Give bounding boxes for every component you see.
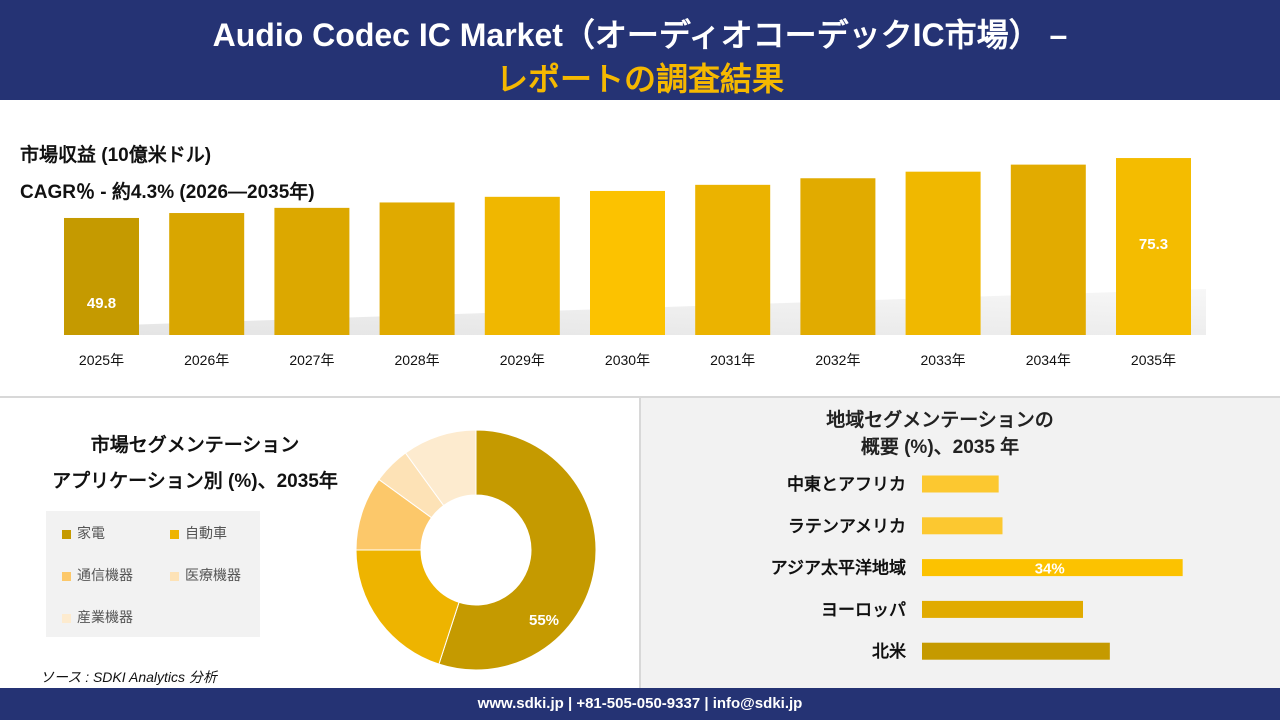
- application-donut-chart: 55%: [355, 429, 597, 671]
- revenue-bar-0: [64, 217, 139, 335]
- revenue-data-label: 75.3: [1139, 236, 1168, 253]
- legend-label: 産業機器: [77, 609, 133, 625]
- region-panel: [641, 398, 1280, 688]
- horizontal-divider: [0, 396, 1280, 398]
- year-tick-label: 2034年: [1026, 352, 1071, 368]
- region-label: ヨーロッパ: [821, 600, 906, 619]
- title-line-2: レポートの調査結果: [495, 61, 784, 97]
- legend-label: 通信機器: [77, 567, 133, 583]
- region-data-label: 34%: [1035, 561, 1065, 578]
- legend-item: 医療機器: [170, 565, 241, 585]
- year-tick-label: 2032年: [815, 352, 860, 368]
- year-tick-label: 2030年: [605, 352, 650, 368]
- donut-slice-1: [355, 549, 460, 665]
- revenue-bar-10: [1116, 158, 1191, 335]
- region-bar-3: [922, 600, 1083, 618]
- legend-swatch: [62, 571, 71, 581]
- legend-swatch: [62, 613, 71, 623]
- region-bar-0: [922, 475, 999, 493]
- legend-item: 自動車: [170, 523, 227, 543]
- region-bar-2: [922, 559, 1183, 577]
- legend-swatch: [170, 571, 179, 581]
- region-title-line-2: 概要 (%)、2035 年: [860, 437, 1020, 458]
- source-note: ソース : SDKI Analytics 分析: [40, 669, 217, 685]
- donut-legend: 家電 自動車通信機器 医療機器産業機器: [46, 511, 260, 637]
- region-title-line-1: 地域セグメンテーションの: [826, 410, 1054, 431]
- year-tick-label: 2025年: [79, 352, 124, 368]
- region-label: 中東とアフリカ: [787, 474, 906, 494]
- year-tick-label: 2033年: [921, 352, 966, 368]
- revenue-bar-4: [484, 196, 560, 335]
- vertical-divider: [639, 398, 641, 688]
- segment-title-line-1: 市場セグメンテーション: [90, 435, 300, 456]
- header-banner: Audio Codec IC Market（オーディオコーデックIC市場） – …: [0, 0, 1280, 100]
- legend-item: 家電: [62, 523, 105, 543]
- region-bar-4: [922, 642, 1110, 660]
- segment-title-line-2: アプリケーション別 (%)、2035年: [52, 471, 338, 492]
- region-label: 北米: [872, 641, 907, 661]
- revenue-label: 市場収益 (10億米ドル): [20, 145, 212, 166]
- revenue-bar-5: [590, 190, 665, 335]
- legend-swatch: [170, 529, 179, 539]
- donut-slice-4: [404, 429, 477, 507]
- legend-label: 自動車: [185, 525, 227, 541]
- legend-label: 家電: [77, 525, 105, 541]
- cagr-label: CAGR％ - 約4.3% (2026―2035年): [20, 182, 315, 203]
- revenue-data-label: 49.8: [87, 295, 116, 312]
- year-tick-label: 2027年: [289, 352, 334, 368]
- revenue-bar-chart: 2025年 49.8 2026年 2027年 2028年 2029年 2030年 2031年 2…: [64, 158, 1206, 368]
- legend-label: 医療機器: [185, 567, 241, 583]
- revenue-bar-7: [800, 178, 876, 335]
- region-label: ラテンアメリカ: [788, 517, 906, 536]
- donut-slice-0: [438, 429, 597, 671]
- year-tick-label: 2028年: [395, 352, 440, 368]
- footer-contact: www.sdki.jp | +81-505-050-9337 | info@sd…: [0, 688, 1280, 720]
- year-tick-label: 2035年: [1131, 352, 1176, 368]
- year-tick-label: 2031年: [710, 352, 755, 368]
- revenue-bar-3: [379, 202, 455, 335]
- revenue-bar-1: [169, 213, 245, 335]
- title-line-1: Audio Codec IC Market（オーディオコーデックIC市場） –: [212, 17, 1068, 53]
- region-label: アジア太平洋地域: [771, 558, 906, 578]
- region-bar-1: [922, 517, 1003, 535]
- revenue-bar-6: [695, 184, 771, 335]
- year-tick-label: 2026年: [184, 352, 229, 368]
- year-tick-label: 2029年: [500, 352, 545, 368]
- revenue-bar-2: [274, 207, 350, 335]
- revenue-bar-9: [1010, 164, 1086, 335]
- donut-data-label: 55%: [529, 612, 559, 629]
- legend-item: 産業機器: [62, 607, 133, 627]
- legend-swatch: [62, 529, 71, 539]
- legend-item: 通信機器: [62, 565, 133, 585]
- revenue-bar-8: [905, 171, 981, 335]
